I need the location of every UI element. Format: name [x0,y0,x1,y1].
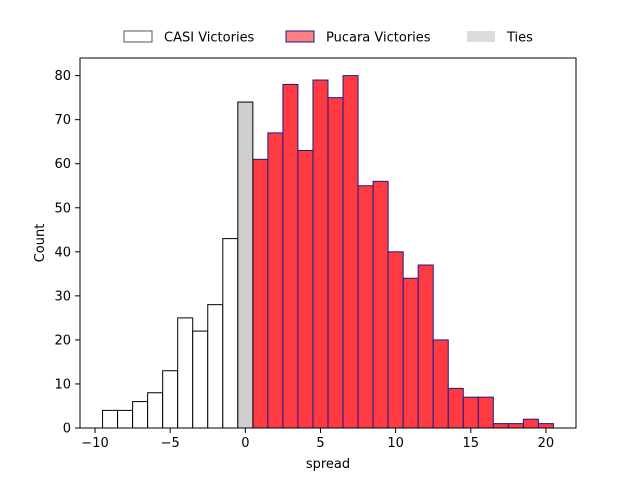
bar-pucara-victories-13 [447,387,464,429]
bar-pucara-victories-2 [282,83,299,429]
x-tick-label: −5 [161,436,180,451]
x-tick-label: 10 [387,436,404,451]
bar-pucara-victories-1 [267,132,284,429]
y-tick-label: 10 [54,377,71,392]
x-tick-label: 0 [241,436,249,451]
y-tick-label: 50 [54,201,71,216]
bar-pucara-victories-16 [492,423,509,429]
bar-casi-victories-4 [162,370,179,429]
bar-pucara-victories-14 [462,396,479,429]
y-axis-label: Count [33,224,48,263]
bar-casi-victories-0 [102,409,119,429]
bar-pucara-victories-12 [432,339,449,429]
y-tick-label: 30 [54,289,71,304]
y-tick-label: 40 [54,245,71,260]
legend-swatch [123,30,153,43]
bar-pucara-victories-6 [342,75,359,429]
bar-pucara-victories-10 [402,277,419,429]
x-axis-label: spread [306,457,350,472]
bar-pucara-victories-4 [312,79,329,429]
y-tick-label: 80 [54,69,71,84]
bar-pucara-victories-11 [417,264,434,429]
bar-pucara-victories-0 [252,158,269,429]
legend-swatch [285,30,315,43]
bar-ties-0 [237,101,254,429]
y-tick-label: 60 [54,157,71,172]
bar-casi-victories-1 [117,409,134,429]
legend-label: Ties [506,31,533,46]
x-tick-label: 20 [538,436,555,451]
bar-casi-victories-3 [147,392,164,429]
x-axis-ticks: −10 −5 0 5 10 15 20 [81,428,554,451]
plot-frame [79,57,577,429]
bar-casi-victories-6 [192,330,209,429]
bar-casi-victories-5 [177,317,194,429]
bars [102,75,554,429]
y-axis-ticks: 0 10 20 30 40 50 60 70 80 [54,69,80,437]
y-tick-label: 20 [54,333,71,348]
x-tick-label: 15 [463,436,480,451]
legend-label: Pucara Victories [326,31,431,46]
bar-pucara-victories-18 [522,418,539,429]
bar-casi-victories-7 [207,304,224,429]
bar-pucara-victories-3 [297,150,314,429]
legend: CASI Victories Pucara Victories Ties [123,30,533,46]
bar-pucara-victories-8 [372,180,389,429]
bar-pucara-victories-7 [357,185,374,429]
legend-swatch [467,31,495,42]
x-tick-label: −10 [81,436,108,451]
bar-pucara-victories-5 [327,97,344,429]
bar-casi-victories-2 [132,401,149,429]
bar-pucara-victories-17 [507,423,524,429]
bar-pucara-victories-9 [387,251,404,429]
y-tick-label: 0 [63,422,71,437]
bar-casi-victories-8 [222,238,239,429]
bar-pucara-victories-19 [537,423,554,429]
legend-label: CASI Victories [164,31,255,46]
y-tick-label: 70 [54,113,71,128]
bar-pucara-victories-15 [477,396,494,429]
x-tick-label: 5 [316,436,324,451]
